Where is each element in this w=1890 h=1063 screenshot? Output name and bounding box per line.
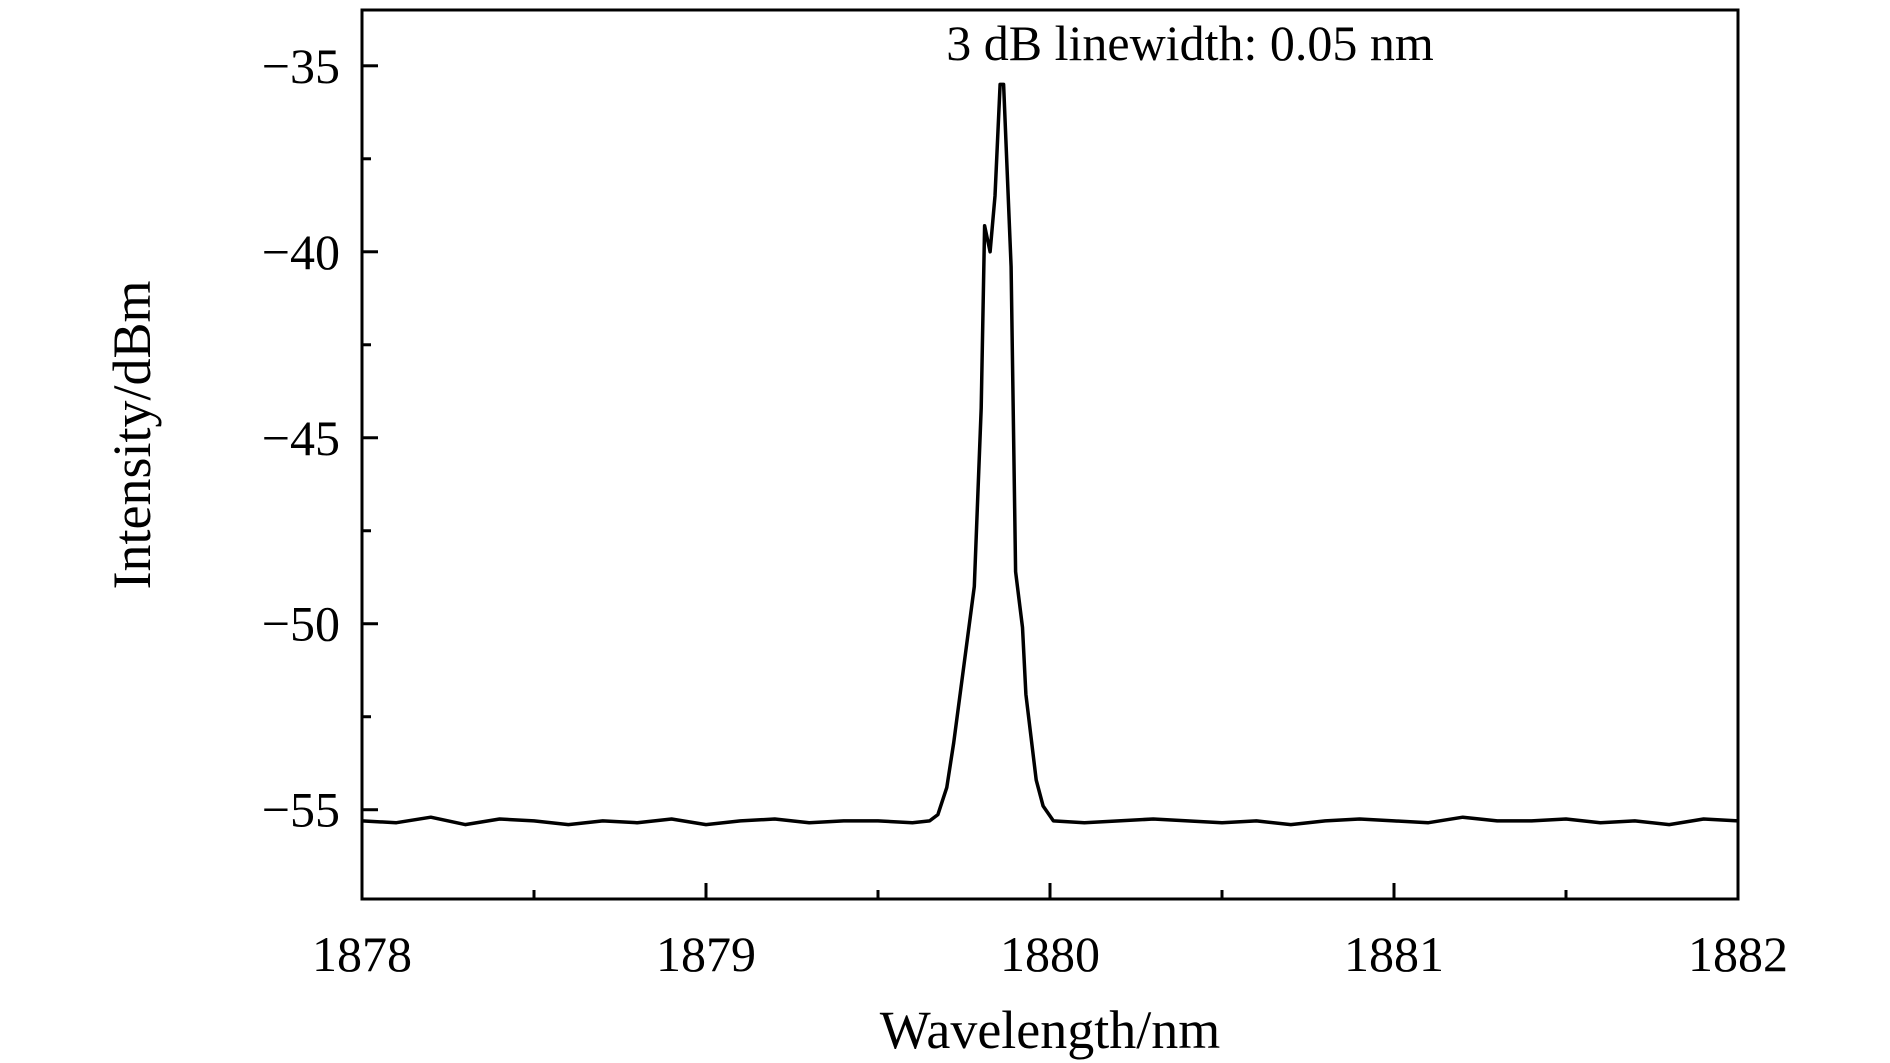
- y-tick-label: −50: [262, 596, 340, 652]
- x-tick-label: 1881: [1344, 926, 1444, 982]
- x-tick-label: 1882: [1688, 926, 1788, 982]
- linewidth-annotation: 3 dB linewidth: 0.05 nm: [946, 15, 1434, 71]
- y-tick-label: −55: [262, 782, 340, 838]
- y-axis-label: Intensity/dBm: [102, 281, 162, 590]
- x-tick-label: 1880: [1000, 926, 1100, 982]
- x-tick-label: 1878: [312, 926, 412, 982]
- x-axis-label: Wavelength/nm: [880, 1000, 1221, 1060]
- ticks: [360, 64, 1740, 899]
- tick-labels: 1878 1879 1880 1881 1882 −35 −40 −45 −50 −55: [262, 38, 1788, 982]
- plot-frame: [360, 8, 1740, 901]
- y-tick-label: −45: [262, 410, 340, 466]
- y-tick-label: −40: [262, 224, 340, 280]
- y-tick-label: −35: [262, 38, 340, 94]
- x-tick-label: 1879: [656, 926, 756, 982]
- spectrum-line: [361, 82, 1739, 827]
